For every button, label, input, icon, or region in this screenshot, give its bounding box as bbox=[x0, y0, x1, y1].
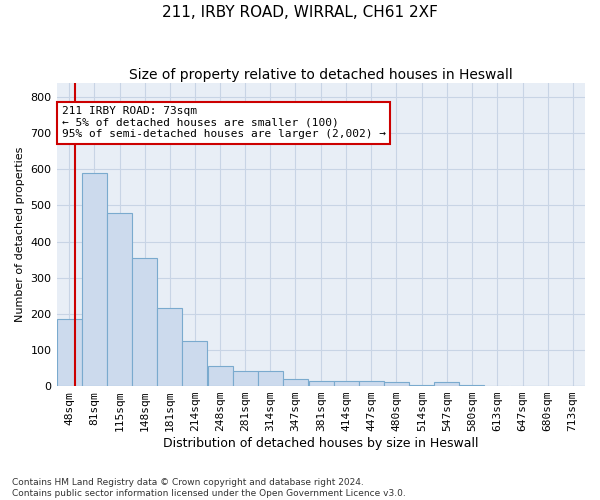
Bar bbox=[460, 385, 484, 386]
Bar bbox=[56, 320, 82, 386]
Text: 211, IRBY ROAD, WIRRAL, CH61 2XF: 211, IRBY ROAD, WIRRAL, CH61 2XF bbox=[162, 5, 438, 20]
Bar bbox=[132, 258, 157, 386]
X-axis label: Distribution of detached houses by size in Heswall: Distribution of detached houses by size … bbox=[163, 437, 479, 450]
Bar bbox=[383, 382, 409, 386]
Bar bbox=[334, 381, 359, 386]
Bar bbox=[208, 366, 233, 386]
Bar bbox=[182, 341, 207, 386]
Text: Contains HM Land Registry data © Crown copyright and database right 2024.
Contai: Contains HM Land Registry data © Crown c… bbox=[12, 478, 406, 498]
Bar bbox=[258, 371, 283, 386]
Bar bbox=[308, 380, 334, 386]
Title: Size of property relative to detached houses in Heswall: Size of property relative to detached ho… bbox=[129, 68, 512, 82]
Bar bbox=[157, 308, 182, 386]
Bar bbox=[409, 385, 434, 386]
Bar bbox=[233, 371, 258, 386]
Bar bbox=[283, 379, 308, 386]
Bar bbox=[82, 173, 107, 386]
Bar bbox=[107, 212, 132, 386]
Text: 211 IRBY ROAD: 73sqm
← 5% of detached houses are smaller (100)
95% of semi-detac: 211 IRBY ROAD: 73sqm ← 5% of detached ho… bbox=[62, 106, 386, 140]
Bar bbox=[434, 382, 460, 386]
Y-axis label: Number of detached properties: Number of detached properties bbox=[15, 146, 25, 322]
Bar bbox=[359, 382, 383, 386]
